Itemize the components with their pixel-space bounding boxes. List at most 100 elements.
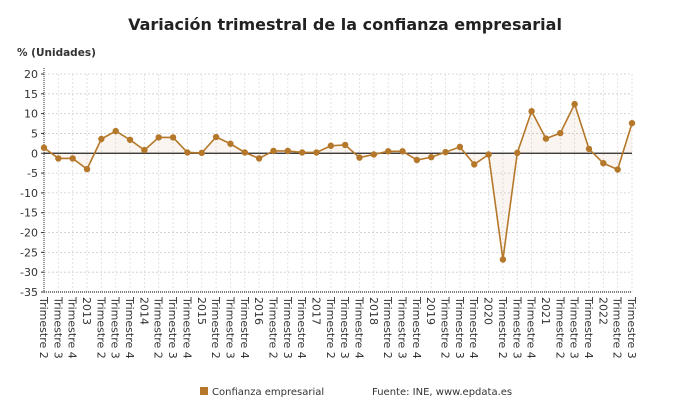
x-tick-labels: Trimestre 2 Trimestre 3 Trimestre 4 2013 Tri… <box>37 296 638 359</box>
y-tick-label: -20 <box>20 227 38 240</box>
series-area <box>44 104 632 260</box>
data-point <box>69 155 76 162</box>
y-tick-label: -25 <box>20 246 38 259</box>
x-tick-label: Trimestre 2 <box>324 296 337 359</box>
data-point <box>456 143 464 151</box>
data-point <box>298 149 306 156</box>
data-point <box>55 155 62 162</box>
data-point <box>614 166 621 173</box>
x-tick-label: 2013 <box>80 297 93 325</box>
data-point <box>585 145 593 153</box>
x-tick-label: Trimestre 4 <box>66 296 79 359</box>
x-tick-label: Trimestre 3 <box>51 296 64 359</box>
chart-title: Variación trimestral de la confianza emp… <box>128 15 562 34</box>
x-tick-label: 2020 <box>482 297 495 325</box>
data-point <box>241 149 248 156</box>
legend: Confianza empresarial Fuente: INE, www.e… <box>200 387 512 398</box>
x-tick-label: Trimestre 2 <box>37 296 50 359</box>
x-tick-label: Trimestre 2 <box>496 296 509 359</box>
y-tick-label: -10 <box>20 187 38 200</box>
x-tick-label: Trimestre 4 <box>295 296 308 359</box>
data-point <box>399 148 406 155</box>
x-tick-label: Trimestre 4 <box>467 296 480 359</box>
y-tick-label: -30 <box>20 266 38 279</box>
data-point <box>370 151 378 158</box>
x-tick-label: 2019 <box>424 297 437 325</box>
x-tick-label: 2017 <box>309 297 322 325</box>
data-point <box>557 129 564 137</box>
x-tick-label: Trimestre 3 <box>109 296 122 359</box>
x-tick-label: Trimestre 2 <box>439 296 452 359</box>
y-tick-label: 10 <box>24 108 38 121</box>
data-point <box>485 151 492 158</box>
x-tick-label: Trimestre 2 <box>94 296 107 359</box>
y-tick-label: -35 <box>20 286 38 299</box>
series-confianza-empresarial <box>40 100 636 263</box>
x-tick-label: Trimestre 3 <box>453 296 466 359</box>
x-tick-label: Trimestre 2 <box>266 296 279 359</box>
data-point <box>428 154 435 161</box>
x-tick-label: 2016 <box>252 297 265 325</box>
x-tick-label: Trimestre 2 <box>152 296 165 359</box>
axes: 20 15 10 5 0 -5 -10 -15 -20 -25 -30 -35 <box>20 68 632 299</box>
x-tick-label: Trimestre 3 <box>625 296 638 359</box>
x-tick-label: 2021 <box>539 297 552 325</box>
x-tick-label: Trimestre 2 <box>381 296 394 359</box>
data-point <box>528 108 535 115</box>
data-point <box>313 149 320 156</box>
data-point <box>499 256 507 263</box>
data-point <box>227 140 234 147</box>
data-point <box>112 127 119 135</box>
y-tick-label: 5 <box>31 127 38 140</box>
x-tick-label: Trimestre 4 <box>180 296 193 359</box>
data-point <box>270 147 277 155</box>
data-point <box>83 165 91 173</box>
data-point <box>327 142 335 149</box>
data-point <box>442 148 449 156</box>
x-tick-label: Trimestre 3 <box>338 296 351 359</box>
data-point <box>212 133 220 141</box>
x-tick-label: Trimestre 4 <box>410 296 423 359</box>
x-tick-label: Trimestre 2 <box>209 296 222 359</box>
data-point <box>155 134 162 141</box>
x-tick-label: Trimestre 2 <box>553 296 566 359</box>
x-tick-label: Trimestre 3 <box>510 296 523 359</box>
x-tick-label: Trimestre 4 <box>582 296 595 359</box>
data-point <box>255 155 263 162</box>
data-point <box>98 135 105 143</box>
data-point <box>169 134 177 141</box>
x-tick-label: Trimestre 4 <box>525 296 538 359</box>
x-tick-label: Trimestre 3 <box>166 296 179 359</box>
x-tick-label: Trimestre 3 <box>281 296 294 359</box>
y-axis-label: % (Unidades) <box>17 47 96 59</box>
x-tick-label: 2022 <box>596 297 609 325</box>
x-tick-label: Trimestre 2 <box>611 296 624 359</box>
x-tick-label: Trimestre 3 <box>568 296 581 359</box>
grid <box>43 73 633 293</box>
data-point <box>384 148 392 155</box>
series-line <box>43 101 633 260</box>
y-tick-label: 0 <box>31 147 38 160</box>
data-point <box>40 144 48 151</box>
source-note: Fuente: INE, www.epdata.es <box>372 387 512 398</box>
data-point <box>600 159 607 167</box>
data-point <box>198 149 205 157</box>
legend-label: Confianza empresarial <box>212 387 324 398</box>
data-point <box>126 136 134 143</box>
x-tick-label: Trimestre 4 <box>353 296 366 359</box>
x-tick-label: Trimestre 4 <box>123 296 136 359</box>
data-point <box>141 146 148 154</box>
data-point <box>341 141 349 149</box>
data-point <box>514 149 521 157</box>
data-point <box>471 161 478 168</box>
data-point <box>628 119 636 127</box>
x-tick-label: Trimestre 3 <box>223 296 236 359</box>
x-tick-label: 2018 <box>367 297 380 325</box>
x-tick-label: Trimestre 4 <box>238 296 251 359</box>
data-point <box>184 149 191 156</box>
data-point <box>571 100 578 108</box>
y-tick-label: -5 <box>27 167 38 180</box>
x-tick-label: 2015 <box>195 297 208 325</box>
x-tick-label: Trimestre 3 <box>396 296 409 359</box>
